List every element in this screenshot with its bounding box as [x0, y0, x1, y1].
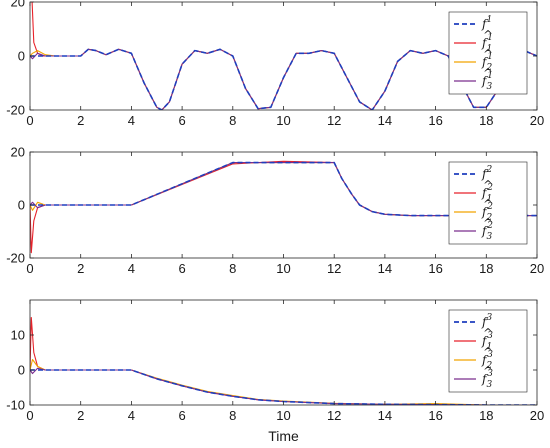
- legend-hat-mark: ^: [483, 47, 493, 61]
- x-tick-label: 4: [128, 113, 135, 128]
- x-tick-label: 10: [276, 113, 290, 128]
- y-tick-label: -10: [6, 398, 25, 413]
- x-tick-label: 8: [229, 261, 236, 276]
- legend-hat-mark: ^: [483, 66, 493, 80]
- legend-entry-label: f11: [481, 33, 493, 54]
- y-tick-label: -20: [6, 103, 25, 118]
- plot-area: [30, 160, 537, 254]
- series-line-1: [30, 48, 537, 110]
- legend-entry-label: f12: [481, 183, 493, 204]
- y-tick-label: 20: [11, 0, 25, 10]
- x-tick-label: 0: [26, 408, 33, 423]
- x-tick-label: 6: [178, 408, 185, 423]
- x-tick-label: 8: [229, 113, 236, 128]
- x-tick-label: 12: [327, 261, 341, 276]
- legend-entry-label: f21: [481, 52, 493, 73]
- legend-entry-label: f1: [481, 15, 492, 31]
- legend-hat-mark: ^: [483, 216, 493, 230]
- y-tick-label: 20: [11, 145, 25, 160]
- legend-hat-mark: ^: [483, 345, 493, 359]
- legend-entry-label: f33: [481, 369, 493, 390]
- x-tick-label: 8: [229, 408, 236, 423]
- x-tick-label: 14: [378, 408, 392, 423]
- x-tick-label: 6: [178, 261, 185, 276]
- x-tick-label: 2: [77, 261, 84, 276]
- x-tick-label: 12: [327, 408, 341, 423]
- legend-entry-label: f23: [481, 350, 493, 371]
- legend-entry-label: f13: [481, 331, 493, 352]
- x-tick-label: 20: [530, 113, 544, 128]
- x-tick-label: 10: [276, 408, 290, 423]
- x-tick-label: 10: [276, 261, 290, 276]
- x-tick-label: 16: [428, 261, 442, 276]
- x-tick-label: 16: [428, 408, 442, 423]
- x-tick-label: 0: [26, 261, 33, 276]
- legend-hat-mark: ^: [483, 326, 493, 340]
- legend-box: [448, 11, 528, 95]
- x-tick-label: 2: [77, 113, 84, 128]
- x-tick-label: 4: [128, 261, 135, 276]
- x-tick-label: 20: [530, 408, 544, 423]
- legend-hat-mark: ^: [483, 197, 493, 211]
- y-tick-label: -20: [6, 251, 25, 266]
- x-tick-label: 14: [378, 261, 392, 276]
- x-axis-label: Time: [268, 428, 299, 444]
- y-tick-label: 10: [11, 328, 25, 343]
- legend-entry-label: f2: [481, 165, 492, 181]
- legend-entry-label: f32: [481, 221, 493, 242]
- x-tick-label: 4: [128, 408, 135, 423]
- x-tick-label: 18: [479, 113, 493, 128]
- x-tick-label: 16: [428, 113, 442, 128]
- y-tick-label: 0: [18, 363, 25, 378]
- legend-hat-mark: ^: [483, 364, 493, 378]
- x-tick-label: 0: [26, 113, 33, 128]
- x-tick-label: 12: [327, 113, 341, 128]
- y-tick-label: 0: [18, 49, 25, 64]
- legend-entry-label: f22: [481, 202, 493, 223]
- legend-entry-label: f31: [481, 71, 493, 92]
- legend-box: [448, 309, 528, 393]
- y-tick-label: 0: [18, 198, 25, 213]
- legend-hat-mark: ^: [483, 28, 493, 42]
- legend-hat-mark: ^: [483, 178, 493, 192]
- x-tick-label: 18: [479, 408, 493, 423]
- x-tick-label: 18: [479, 261, 493, 276]
- series-line-1: [30, 161, 537, 217]
- x-tick-label: 20: [530, 261, 544, 276]
- x-tick-label: 14: [378, 113, 392, 128]
- x-tick-label: 6: [178, 113, 185, 128]
- legend-entry-label: f3: [481, 313, 492, 329]
- legend-box: [448, 161, 528, 245]
- chart-panel-3: 0 2 4 6 8 10 12 14 16 18 20-10010Timef3f13^f23^f33…: [6, 299, 544, 444]
- plot-area: [30, 2, 537, 110]
- x-tick-label: 2: [77, 408, 84, 423]
